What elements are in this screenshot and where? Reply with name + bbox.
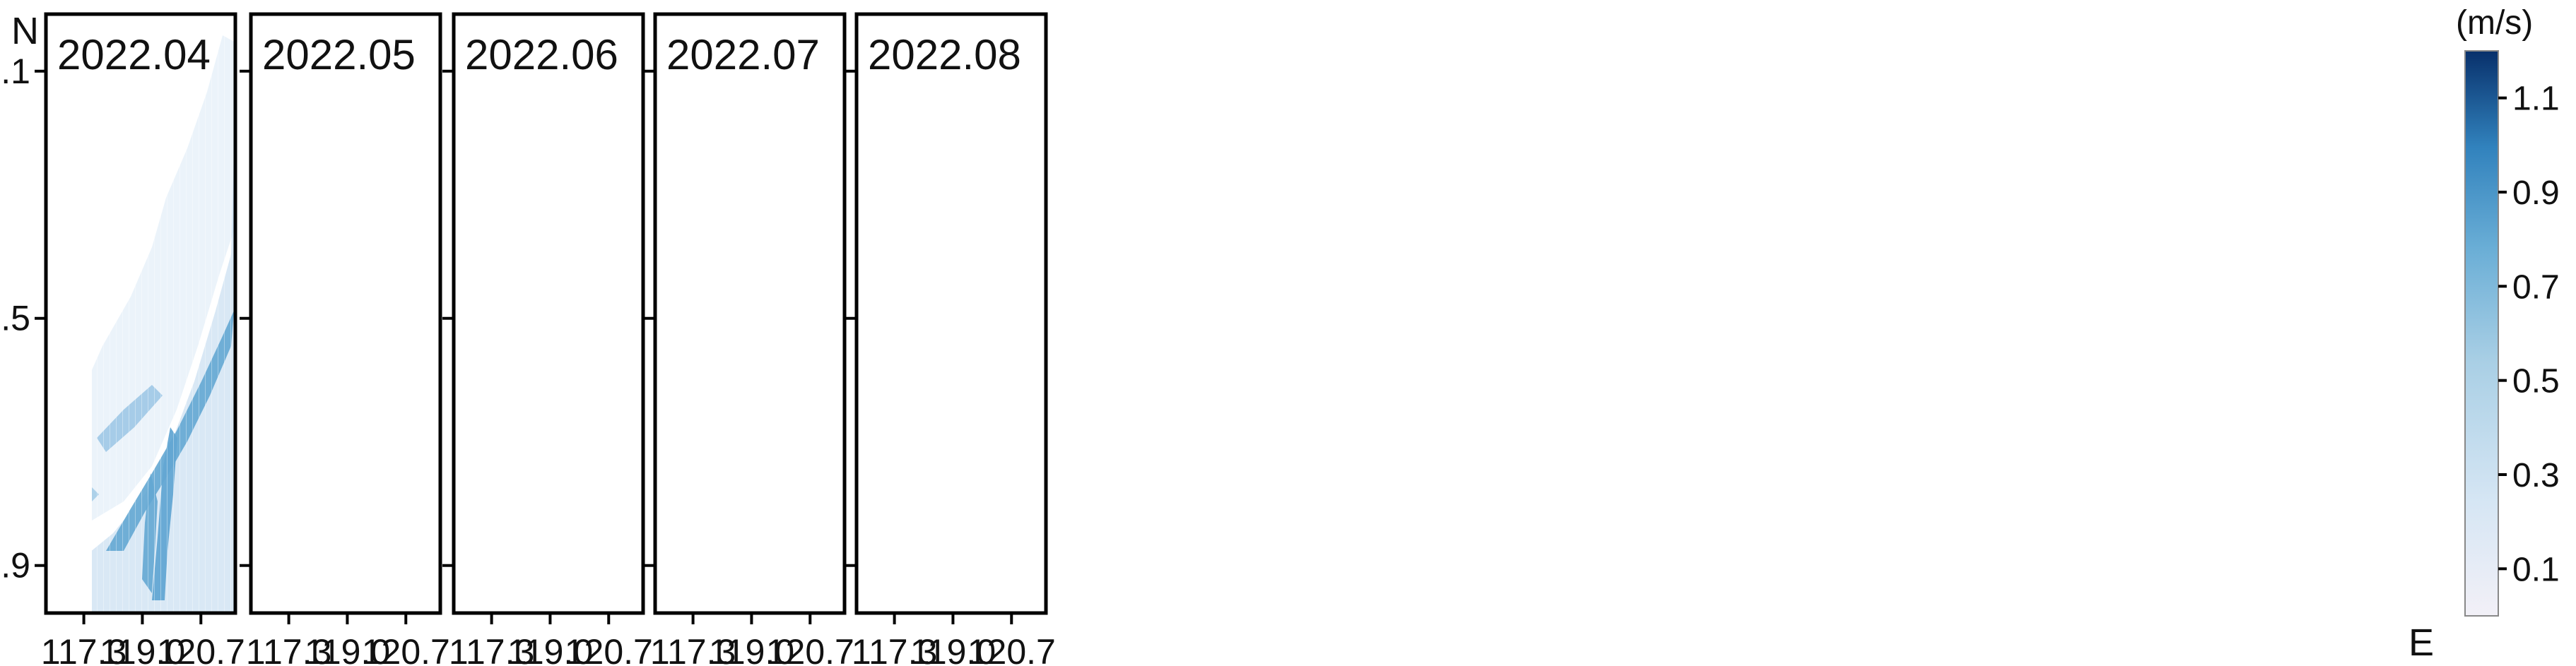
colorbar-tick-label: 0.3 [2512,457,2560,494]
colorbar: (m/s) 0.1 0.3 0.5 0.7 0.9 1.1 [2456,4,2560,617]
x-tick-label: 120.7 [968,632,1056,666]
panel-date-label: 2022.07 [666,31,820,78]
colorbar-gradient [2464,50,2499,617]
colorbar-tick-label: 0.5 [2512,363,2560,400]
colorbar-unit: (m/s) [2456,4,2533,42]
current-field [251,35,440,613]
panel-date-label: 2022.04 [57,31,211,78]
colorbar-tick-label: 0.7 [2512,268,2560,306]
x-tick-label: 119.0 [305,632,390,666]
x-tick-label: 117.3 [650,632,736,666]
current-strip [907,385,973,452]
x-tick-label: 120.7 [766,632,854,666]
map-panel: 2022.06 [452,12,645,615]
map-panel: 2022.08 [854,12,1048,615]
coastal-current-band [514,311,642,551]
current-field [454,99,643,613]
current-field [251,99,440,613]
strait-current-core [357,427,382,600]
x-tick-label: 117.3 [449,632,534,666]
current-strip [676,484,708,516]
current-strip [878,484,910,516]
panel-frame [249,12,442,615]
current-strip [272,484,304,516]
current-field [655,35,845,613]
current-strip [302,385,367,452]
current-field [655,99,845,613]
map-panels: 2022.04 2022.05 2022.06 2022.07 2022.08 [44,12,1048,615]
strait-current-core [761,427,787,600]
strait-current [751,473,767,593]
current-strip [475,484,507,516]
strait-current-core [963,427,988,600]
current-field [857,99,1046,613]
y-tick-label: 28.1 [0,52,30,91]
strait-current-core [560,427,585,600]
axes: 117.3119.0120.722.925.528.1117.3119.0120… [0,52,1056,666]
panel-frame [44,12,237,615]
colorbar-tick-label: 0.9 [2512,174,2560,212]
x-tick-label: 117.3 [41,632,127,666]
current-field [454,35,643,613]
strait-current [550,473,565,593]
panel-date-label: 2022.06 [465,31,618,78]
panel-frame [452,12,645,615]
y-tick-label: 25.5 [0,299,30,338]
coastal-current-band [311,311,439,551]
strait-current [347,473,363,593]
x-tick-label: 117.3 [246,632,331,666]
current-field [857,35,1046,613]
southern-current [454,540,630,613]
panel-frame [854,12,1048,615]
x-tick-label: 119.0 [507,632,593,666]
panel-frame [653,12,847,615]
map-panel: 2022.07 [653,12,847,615]
southern-current [655,540,832,613]
map-panel: 2022.05 [249,12,442,615]
x-axis-label: E [2409,622,2434,664]
x-tick-label: 120.7 [565,632,653,666]
southern-current [857,540,1033,613]
current-strip [706,385,772,452]
panel-date-label: 2022.08 [868,31,1021,78]
panel-date-label: 2022.05 [262,31,416,78]
colorbar-tick-label: 0.1 [2512,551,2560,588]
y-axis-label: N [11,10,39,52]
coastal-current-band [715,311,843,551]
map-panel: 2022.04 [44,12,237,615]
x-tick-label: 119.0 [910,632,996,666]
coastal-current-band [917,311,1045,551]
y-tick-label: 22.9 [0,546,30,585]
x-tick-label: 119.0 [709,632,794,666]
current-strip [505,385,570,452]
x-tick-label: 120.7 [157,632,245,666]
x-tick-label: 119.0 [100,632,185,666]
strait-current [953,473,968,593]
colorbar-tick-label: 1.1 [2512,81,2560,118]
x-tick-label: 117.3 [852,632,937,666]
x-tick-label: 120.7 [362,632,450,666]
